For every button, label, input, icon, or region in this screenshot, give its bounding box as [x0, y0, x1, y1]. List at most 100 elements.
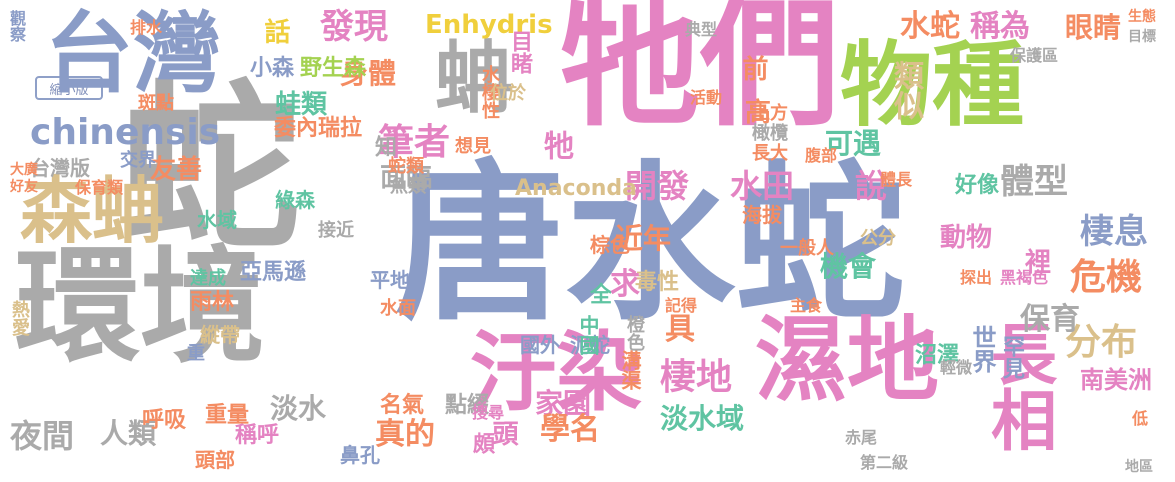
cloud-word: 面臨: [380, 163, 433, 193]
cloud-word: 筆者: [378, 122, 451, 163]
cloud-word: 分布: [1065, 322, 1138, 363]
cloud-word: 身體: [340, 57, 397, 90]
cloud-word: 中國: [576, 315, 600, 355]
cloud-word: 綠森: [275, 188, 315, 212]
cloud-word: 魚類: [390, 176, 426, 197]
cloud-word: 探出: [960, 268, 993, 287]
cloud-word: 好像: [955, 173, 1000, 198]
cloud-word: 公分: [860, 228, 896, 249]
cloud-word: 斑點: [138, 93, 174, 114]
cloud-word: 夜間: [10, 417, 75, 455]
cloud-word: 唐水蛇: [395, 146, 906, 344]
cloud-word: 裡: [1025, 248, 1052, 278]
cloud-word: 台灣版: [30, 156, 90, 180]
cloud-word: 友善: [150, 155, 203, 185]
cloud-word: 溝渠: [618, 350, 642, 390]
cloud-word: 海拔: [742, 203, 782, 227]
cloud-word: 機會: [820, 250, 877, 283]
cloud-word: 頗: [469, 432, 494, 454]
cloud-word: 鼻孔: [340, 443, 380, 467]
cloud-word: 可遇: [825, 127, 882, 160]
cloud-word: chinensis: [30, 112, 221, 153]
cloud-word: Anaconda: [515, 176, 637, 201]
cloud-word: 話: [260, 18, 290, 44]
cloud-word: 南美洲: [1080, 366, 1152, 394]
cloud-word: 森蚺: [20, 169, 165, 253]
cloud-word: 知: [371, 135, 396, 157]
cloud-word: 蚺: [435, 34, 514, 124]
cloud-word: 全: [590, 283, 613, 308]
cloud-word: 家園: [535, 387, 592, 420]
cloud-word: 近年: [615, 222, 672, 255]
cloud-word: 橄欖: [752, 123, 788, 144]
cloud-word: 目睹: [507, 30, 532, 74]
cloud-word: 點綴: [445, 393, 490, 418]
cloud-word: 上方: [752, 103, 788, 124]
cloud-word: 水田: [730, 167, 795, 205]
cloud-word: 平地: [370, 268, 410, 292]
cloud-word: 生態: [1128, 9, 1156, 25]
cloud-word: 頭部: [195, 448, 235, 472]
cloud-word: 亞馬遜: [240, 260, 307, 285]
cloud-word: 黑褐色: [1000, 268, 1049, 287]
cloud-word: 一般人: [780, 238, 834, 259]
cloud-word: 體長: [880, 170, 913, 189]
cloud-word: 腹部: [805, 146, 838, 165]
cloud-word: 縱帶: [200, 323, 240, 347]
cloud-word: 地區: [1125, 459, 1153, 475]
cloud-word: 大廣: [10, 162, 38, 178]
cloud-word: 棲地: [660, 357, 733, 398]
cloud-word: 想見: [455, 136, 491, 157]
shrink-view-button[interactable]: 縮小版: [35, 76, 103, 100]
cloud-word: 長相: [980, 320, 1057, 452]
cloud-word: 台灣: [45, 2, 222, 105]
cloud-word: 國外: [520, 333, 560, 357]
cloud-word: 呼吸: [142, 408, 187, 433]
cloud-word: 危機: [1070, 257, 1143, 298]
cloud-word: 棕色: [590, 233, 630, 257]
cloud-word: 體型: [1000, 162, 1068, 202]
cloud-word: 委內瑞拉: [274, 116, 363, 141]
cloud-word: 好友: [10, 179, 38, 195]
cloud-word: 眼睛: [1065, 11, 1122, 44]
cloud-word: 具: [665, 312, 695, 347]
cloud-word: 目標: [1128, 29, 1156, 45]
cloud-word: 前: [738, 55, 768, 81]
cloud-word: 排水: [130, 18, 163, 37]
cloud-word: 保育類: [75, 178, 124, 197]
cloud-word: 棲息: [1080, 212, 1148, 252]
cloud-word: 環境: [15, 235, 265, 380]
cloud-word: 發現: [320, 7, 388, 47]
cloud-word: 高: [745, 98, 772, 128]
cloud-word: 稱為: [970, 9, 1030, 44]
cloud-word: 雨林: [190, 290, 235, 315]
cloud-word: 記得: [665, 296, 698, 315]
cloud-word: 泥蛇: [570, 333, 610, 357]
cloud-word: 主食: [790, 296, 823, 315]
cloud-word: 低: [1129, 410, 1148, 426]
cloud-word: 稱呼: [235, 423, 280, 448]
cloud-word: 輕微: [940, 358, 973, 377]
cloud-word: 牠: [538, 130, 573, 160]
cloud-word: 小森: [250, 56, 295, 81]
cloud-word: 蛙類: [275, 90, 328, 120]
cloud-word: 接近: [318, 220, 354, 241]
cloud-word: 交界: [120, 150, 156, 171]
cloud-word: 水蛇: [900, 9, 960, 44]
cloud-word: 典型: [685, 20, 718, 39]
cloud-word: 重: [187, 343, 205, 364]
cloud-word: 濕地: [755, 307, 940, 414]
cloud-word: 學名: [540, 412, 600, 447]
cloud-word: 求: [610, 267, 640, 302]
cloud-word: 沼澤: [915, 343, 960, 368]
cloud-word: 罕見: [999, 335, 1024, 379]
cloud-word: 蛇類: [388, 156, 424, 177]
cloud-word: 蛇: [120, 65, 301, 274]
cloud-word: 位於: [490, 83, 526, 104]
cloud-word: 毒性: [635, 270, 680, 295]
cloud-word: Enhydris: [425, 10, 553, 40]
cloud-word: 牠們: [560, 0, 841, 146]
cloud-word: 重量: [205, 403, 250, 428]
cloud-word: 世界: [968, 325, 996, 373]
